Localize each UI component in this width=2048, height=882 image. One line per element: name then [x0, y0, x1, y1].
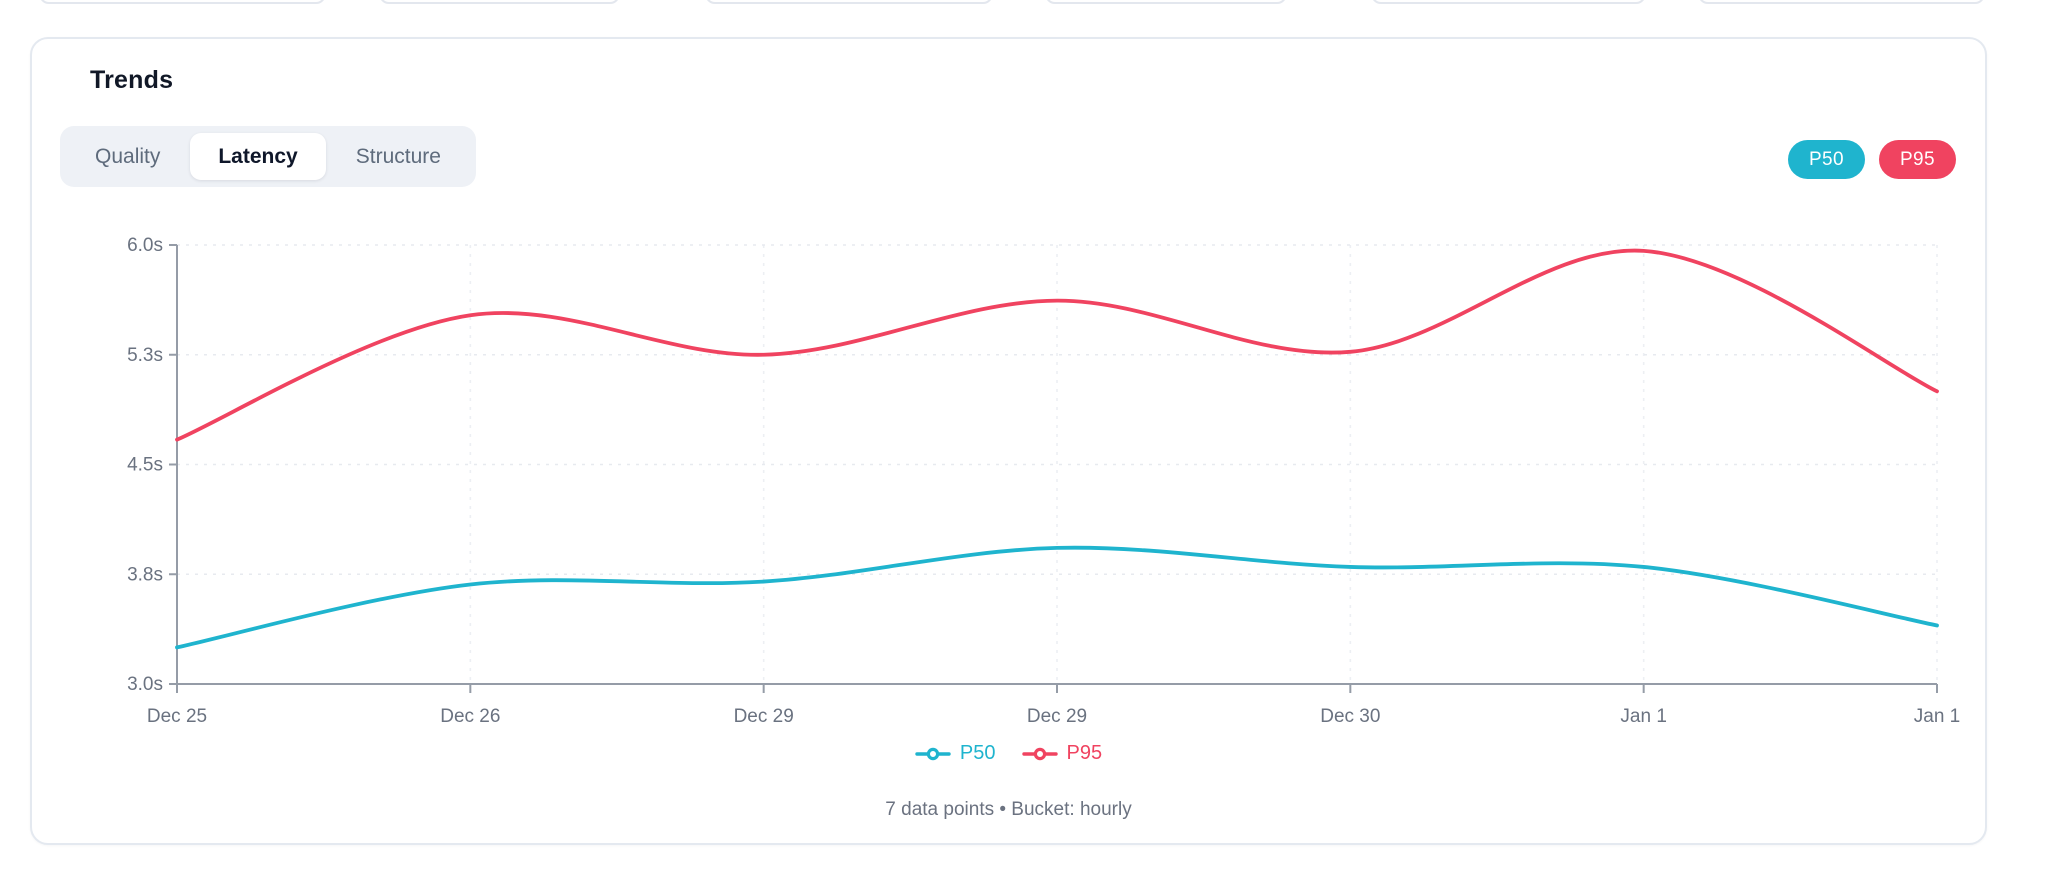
svg-text:4.5s: 4.5s — [127, 455, 163, 476]
truncated-card — [1045, 0, 1287, 4]
svg-text:3.8s: 3.8s — [127, 564, 163, 585]
svg-text:Dec 30: Dec 30 — [1320, 706, 1380, 727]
trend-metric-tabs: Quality Latency Structure — [60, 126, 476, 187]
tab-structure[interactable]: Structure — [328, 133, 469, 180]
truncated-card — [705, 0, 993, 4]
svg-text:Dec 29: Dec 29 — [734, 706, 794, 727]
svg-text:Dec 25: Dec 25 — [147, 706, 207, 727]
svg-text:6.0s: 6.0s — [127, 235, 163, 256]
p95-badge[interactable]: P95 — [1879, 140, 1956, 179]
tab-quality[interactable]: Quality — [67, 133, 188, 180]
legend-item-p95[interactable]: P95 — [1021, 742, 1103, 765]
truncated-card — [39, 0, 326, 4]
truncated-card — [1371, 0, 1646, 4]
p95-line-marker-icon — [1021, 747, 1058, 760]
p50-badge[interactable]: P50 — [1788, 140, 1865, 179]
chart-legend: P50 P95 — [32, 742, 1985, 765]
legend-item-p50[interactable]: P50 — [915, 742, 996, 765]
series-line-p50 — [175, 545, 1939, 650]
svg-text:Jan 1: Jan 1 — [1620, 706, 1666, 727]
chart-footer-note: 7 data points • Bucket: hourly — [885, 799, 1132, 820]
truncated-card — [1698, 0, 1985, 4]
legend-label-p95: P95 — [1066, 742, 1103, 764]
tab-latency[interactable]: Latency — [190, 132, 326, 181]
card-title: Trends — [90, 66, 174, 94]
svg-text:Dec 29: Dec 29 — [1027, 706, 1087, 727]
svg-text:Jan 1: Jan 1 — [1914, 706, 1960, 727]
legend-label-p50: P50 — [959, 742, 996, 764]
series-badges: P50 P95 — [1788, 140, 1956, 179]
svg-text:3.0s: 3.0s — [127, 674, 163, 695]
svg-text:5.3s: 5.3s — [127, 345, 163, 366]
p50-line-marker-icon — [915, 747, 951, 760]
truncated-card — [379, 0, 620, 4]
svg-text:Dec 26: Dec 26 — [440, 706, 500, 727]
series-line-p95 — [175, 248, 1939, 442]
trends-card: Trends Quality Latency Structure P50 P95… — [30, 37, 1987, 845]
